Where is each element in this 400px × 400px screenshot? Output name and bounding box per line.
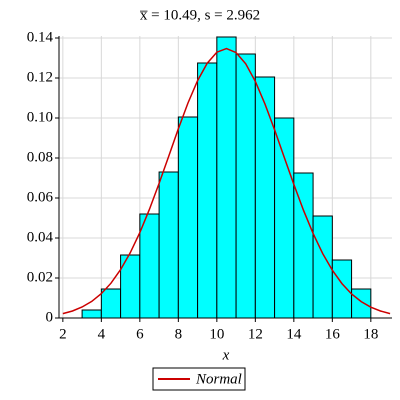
x-tick-label: 2	[59, 326, 67, 342]
bar	[331, 259, 353, 319]
y-tick-label: 0.04	[27, 229, 54, 245]
bar	[81, 309, 102, 319]
y-tick-label: 0	[46, 309, 54, 325]
normal-curve	[62, 47, 391, 315]
chart-title: x̅ = 10.49, s = 2.962	[140, 7, 260, 23]
bar	[274, 117, 295, 319]
bar	[197, 62, 218, 319]
bar	[158, 171, 179, 319]
bar	[216, 36, 237, 319]
y-tick-label: 0.14	[27, 29, 54, 45]
y-tick-label: 0.10	[27, 109, 53, 125]
x-axis-label: x	[222, 347, 230, 363]
legend-label: Normal	[195, 371, 242, 387]
y-tick-label: 0.12	[27, 69, 53, 85]
bar	[351, 288, 372, 319]
x-tick-label: 18	[363, 326, 378, 342]
x-tick-label: 8	[175, 326, 183, 342]
bar	[254, 76, 276, 319]
y-tick-label: 0.02	[27, 269, 53, 285]
x-tick-label: 14	[286, 326, 302, 342]
bar	[177, 116, 199, 319]
y-tick-label: 0.08	[27, 149, 53, 165]
bar	[312, 215, 333, 319]
x-tick-label: 6	[136, 326, 144, 342]
x-tick-label: 10	[209, 326, 224, 342]
bar	[293, 172, 314, 319]
x-tick-label: 16	[325, 326, 341, 342]
x-tick-label: 4	[98, 326, 106, 342]
x-tick-label: 12	[248, 326, 263, 342]
y-tick-label: 0.06	[27, 189, 54, 205]
legend-box	[152, 367, 246, 391]
bar	[100, 288, 122, 319]
bar	[235, 53, 256, 319]
bar	[139, 213, 160, 319]
